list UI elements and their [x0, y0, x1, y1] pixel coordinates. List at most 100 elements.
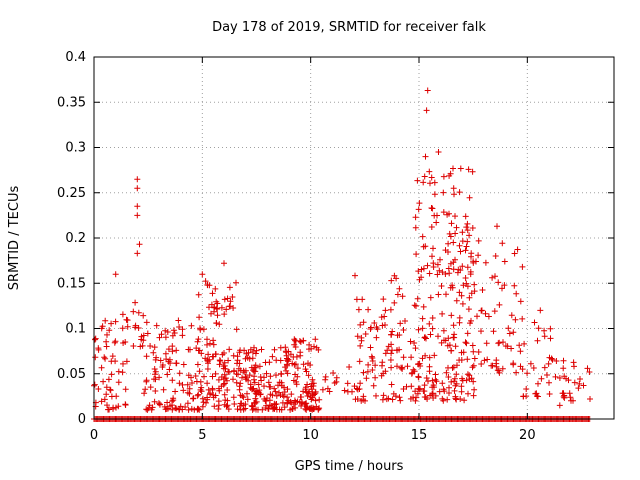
data-point [524, 370, 531, 377]
data-point [112, 338, 119, 345]
data-point [482, 259, 489, 266]
data-point [177, 403, 184, 410]
data-point [189, 380, 195, 386]
data-point [452, 343, 459, 350]
data-point [219, 351, 226, 358]
data-point [308, 345, 315, 352]
data-point [364, 368, 371, 375]
data-point [470, 392, 477, 399]
data-point [341, 387, 348, 394]
data-point [495, 340, 502, 347]
data-point [421, 334, 428, 341]
data-point [478, 361, 485, 367]
data-point [580, 382, 587, 389]
data-point [531, 319, 538, 326]
data-point [197, 386, 204, 393]
data-point [400, 327, 407, 333]
data-point [464, 356, 471, 363]
data-point [92, 354, 99, 361]
data-point [505, 325, 512, 332]
data-point [285, 356, 292, 363]
data-point [112, 358, 119, 365]
data-point [291, 341, 298, 348]
data-point [527, 360, 534, 367]
data-point [269, 353, 276, 360]
data-point [184, 389, 191, 396]
data-point [192, 373, 199, 379]
data-point [204, 336, 210, 343]
data-point [218, 304, 225, 311]
data-point [289, 360, 296, 367]
data-point [428, 174, 435, 181]
data-point [449, 364, 456, 371]
data-point [267, 373, 274, 380]
data-point [162, 350, 169, 357]
data-point [440, 209, 447, 216]
data-point [463, 224, 470, 231]
data-point [293, 353, 300, 360]
data-point [460, 349, 467, 356]
data-point [263, 397, 270, 404]
data-point [384, 347, 391, 354]
data-point [144, 330, 151, 337]
data-point [140, 312, 147, 319]
data-point [427, 180, 433, 187]
data-point [357, 321, 364, 328]
data-point [460, 282, 467, 289]
data-point [176, 324, 183, 330]
data-point [105, 376, 112, 383]
data-point [432, 376, 439, 383]
data-point [107, 386, 114, 393]
data-point [123, 316, 130, 323]
data-point [354, 333, 361, 340]
data-point [412, 345, 419, 352]
data-point [158, 331, 165, 338]
data-point [492, 273, 498, 280]
data-point [469, 364, 476, 371]
data-point [239, 393, 246, 399]
data-point [119, 311, 126, 318]
data-point [440, 189, 447, 196]
data-point [425, 378, 431, 385]
data-point [244, 396, 251, 403]
data-point [212, 285, 219, 292]
data-point [415, 373, 422, 380]
data-point [372, 374, 379, 381]
data-point [223, 306, 230, 313]
data-point [200, 326, 207, 333]
data-point [454, 269, 461, 276]
data-point [225, 406, 232, 413]
data-point [499, 240, 506, 247]
data-point [170, 397, 177, 404]
data-point [153, 322, 160, 329]
data-point [164, 371, 171, 378]
data-point [412, 388, 419, 395]
data-point [389, 328, 396, 335]
data-point [587, 396, 593, 402]
data-point [428, 224, 435, 230]
data-point [256, 363, 263, 370]
data-point [293, 381, 300, 388]
data-point [388, 277, 395, 284]
data-point [475, 237, 482, 244]
data-point [510, 329, 517, 336]
data-point [280, 393, 287, 400]
data-point [422, 352, 429, 359]
data-point [444, 342, 451, 349]
data-point [215, 376, 222, 383]
data-point [490, 328, 497, 335]
data-point [411, 302, 418, 309]
data-point [441, 337, 447, 344]
data-point [464, 227, 471, 234]
data-point [448, 378, 455, 385]
data-point [150, 349, 157, 356]
data-point [463, 243, 470, 250]
data-point [504, 343, 511, 350]
data-point [179, 406, 186, 413]
data-point [233, 279, 239, 286]
y-tick-label: 0.2 [65, 231, 86, 246]
data-point [415, 326, 422, 333]
data-point [195, 291, 202, 298]
data-point [358, 334, 365, 341]
data-point [112, 318, 119, 325]
